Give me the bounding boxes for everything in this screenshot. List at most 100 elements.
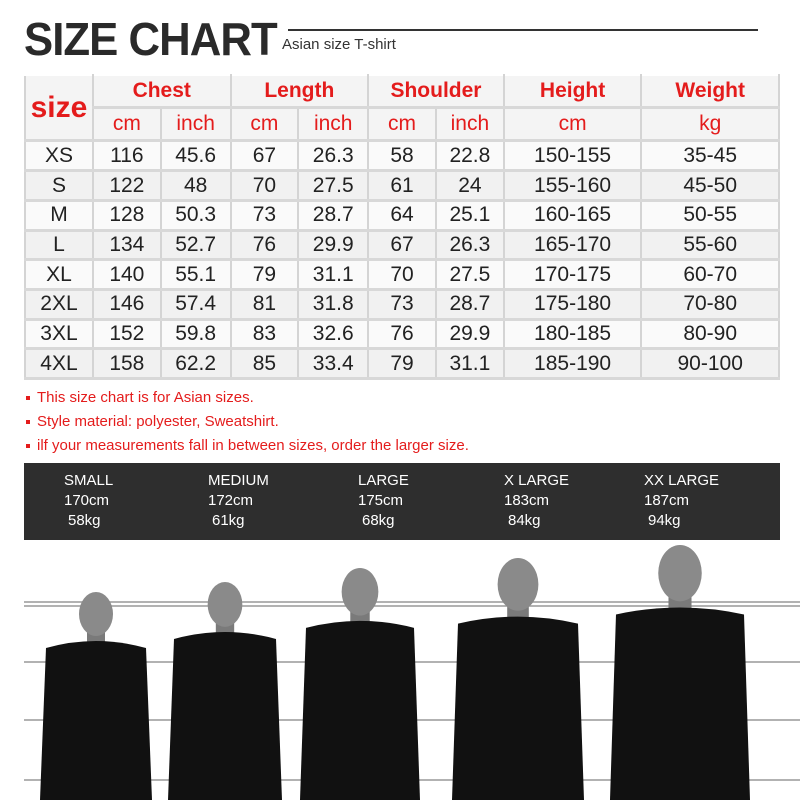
value-cell: 160-165 <box>502 199 643 232</box>
model-size: SMALL <box>64 472 114 489</box>
model-silhouette <box>452 558 584 800</box>
value-cell: 79 <box>229 258 300 291</box>
value-cell: 175-180 <box>502 288 643 321</box>
value-cell: 155-160 <box>502 169 643 202</box>
unit-cell: inch <box>434 106 505 143</box>
model-height: 183cm <box>504 492 550 509</box>
size-cell: L <box>24 229 94 262</box>
value-cell: 134 <box>91 229 162 262</box>
value-cell: 22.8 <box>434 139 505 173</box>
value-cell: 152 <box>91 318 162 351</box>
value-cell: 58 <box>367 139 437 173</box>
model-weight: 61kg <box>212 512 245 529</box>
model-size: LARGE <box>358 472 409 489</box>
value-cell: 146 <box>91 288 162 321</box>
sweatshirt-icon <box>40 641 152 800</box>
table-row: S 122 48 70 27.5 61 24 155-160 45-50 <box>24 169 780 202</box>
value-cell: 76 <box>229 229 300 262</box>
table-row: M 128 50.3 73 28.7 64 25.1 160-165 50-55 <box>24 199 780 232</box>
head-icon <box>658 545 702 602</box>
value-cell: 116 <box>91 139 162 173</box>
model-info: MEDIUM 172cm 61kg <box>208 471 269 531</box>
value-cell: 122 <box>91 169 162 202</box>
value-cell: 28.7 <box>297 199 370 232</box>
bullet-icon <box>26 420 30 425</box>
value-cell: 128 <box>91 199 162 232</box>
value-cell: 73 <box>367 288 437 321</box>
value-cell: 70 <box>229 169 300 202</box>
bullet-icon <box>26 396 30 401</box>
size-cell: XL <box>24 258 94 291</box>
table-row: 4XL 158 62.2 85 33.4 79 31.1 185-190 90-100 <box>24 347 780 380</box>
value-cell: 185-190 <box>502 347 643 380</box>
model-weight: 68kg <box>362 512 395 529</box>
value-cell: 90-100 <box>640 347 780 380</box>
value-cell: 50.3 <box>159 199 232 232</box>
value-cell: 50-55 <box>640 199 780 232</box>
length-header: Length <box>229 74 370 110</box>
value-cell: 83 <box>229 318 300 351</box>
model-info: SMALL 170cm 58kg <box>64 471 113 531</box>
model-silhouette <box>610 545 750 800</box>
note-text: This size chart is for Asian sizes. <box>37 389 254 406</box>
size-cell: S <box>24 169 94 202</box>
sweatshirt-icon <box>168 631 282 800</box>
model-info: LARGE 175cm 68kg <box>358 471 409 531</box>
chest-header: Chest <box>91 74 232 110</box>
note-2: Style material: polyester, Sweatshirt. <box>26 413 279 430</box>
value-cell: 85 <box>229 347 300 380</box>
table-row: 2XL 146 57.4 81 31.8 73 28.7 175-180 70-80 <box>24 288 780 321</box>
note-3: ilf your measurements fall in between si… <box>26 437 469 454</box>
model-size: X LARGE <box>504 472 570 489</box>
value-cell: 67 <box>229 139 300 173</box>
sweatshirt-icon <box>610 607 750 800</box>
value-cell: 170-175 <box>502 258 643 291</box>
head-icon <box>497 558 539 611</box>
shoulder-header: Shoulder <box>367 74 505 110</box>
value-cell: 55-60 <box>640 229 780 262</box>
model-height: 172cm <box>208 492 254 509</box>
value-cell: 28.7 <box>434 288 505 321</box>
bullet-icon <box>26 444 30 449</box>
head-icon <box>79 592 113 636</box>
value-cell: 29.9 <box>297 229 370 262</box>
height-header: Height <box>502 74 643 110</box>
size-cell: 3XL <box>24 318 94 351</box>
model-info: X LARGE 183cm 84kg <box>504 471 569 531</box>
value-cell: 33.4 <box>297 347 370 380</box>
value-cell: 26.3 <box>297 139 370 173</box>
value-cell: 27.5 <box>297 169 370 202</box>
value-cell: 70 <box>367 258 437 291</box>
unit-cell: kg <box>640 106 780 143</box>
value-cell: 81 <box>229 288 300 321</box>
value-cell: 31.8 <box>297 288 370 321</box>
value-cell: 24 <box>434 169 505 202</box>
table-row: 3XL 152 59.8 83 32.6 76 29.9 180-185 80-90 <box>24 318 780 351</box>
unit-cell: cm <box>502 106 643 143</box>
unit-cell: inch <box>297 106 370 143</box>
value-cell: 140 <box>91 258 162 291</box>
value-cell: 55.1 <box>159 258 232 291</box>
value-cell: 45.6 <box>159 139 232 173</box>
value-cell: 150-155 <box>502 139 643 173</box>
model-info: XX LARGE 187cm 94kg <box>644 471 719 531</box>
value-cell: 59.8 <box>159 318 232 351</box>
value-cell: 31.1 <box>297 258 370 291</box>
sweatshirt-icon <box>452 616 584 800</box>
unit-cell: inch <box>159 106 232 143</box>
sweatshirt-icon <box>300 620 420 800</box>
title-divider <box>288 29 758 31</box>
unit-cell: cm <box>367 106 437 143</box>
page-title: SIZE CHART <box>24 13 278 65</box>
value-cell: 32.6 <box>297 318 370 351</box>
model-silhouette <box>168 582 282 800</box>
value-cell: 62.2 <box>159 347 232 380</box>
note-1: This size chart is for Asian sizes. <box>26 389 254 406</box>
value-cell: 25.1 <box>434 199 505 232</box>
model-weight: 94kg <box>648 512 681 529</box>
value-cell: 80-90 <box>640 318 780 351</box>
page-subtitle: Asian size T-shirt <box>282 36 396 53</box>
table-row: XL 140 55.1 79 31.1 70 27.5 170-175 60-70 <box>24 258 780 291</box>
model-silhouette <box>300 568 420 800</box>
size-cell: 4XL <box>24 347 94 380</box>
